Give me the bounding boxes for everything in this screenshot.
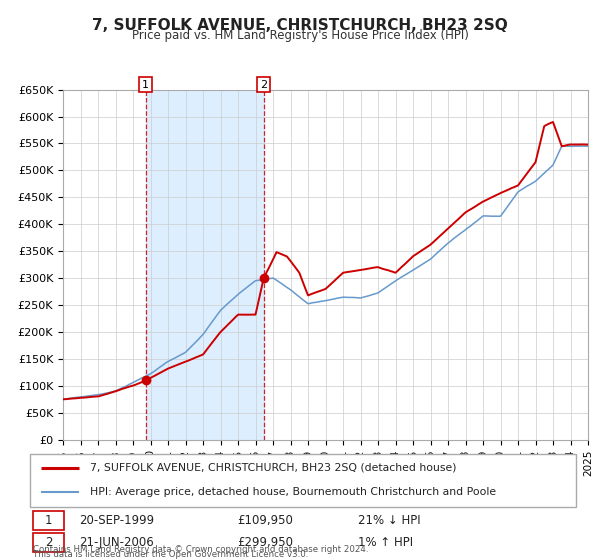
Text: 1% ↑ HPI: 1% ↑ HPI	[358, 536, 413, 549]
Text: This data is licensed under the Open Government Licence v3.0.: This data is licensed under the Open Gov…	[33, 550, 308, 559]
Text: £299,950: £299,950	[238, 536, 293, 549]
Text: 2: 2	[45, 536, 52, 549]
Text: 21-JUN-2006: 21-JUN-2006	[79, 536, 154, 549]
Text: 2: 2	[260, 80, 267, 90]
FancyBboxPatch shape	[33, 533, 64, 552]
Text: 20-SEP-1999: 20-SEP-1999	[79, 514, 154, 527]
Text: Contains HM Land Registry data © Crown copyright and database right 2024.: Contains HM Land Registry data © Crown c…	[33, 544, 368, 553]
Text: 1: 1	[142, 80, 149, 90]
Text: £109,950: £109,950	[238, 514, 293, 527]
Text: HPI: Average price, detached house, Bournemouth Christchurch and Poole: HPI: Average price, detached house, Bour…	[90, 487, 496, 497]
FancyBboxPatch shape	[33, 511, 64, 530]
Text: 1: 1	[45, 514, 52, 527]
Text: 21% ↓ HPI: 21% ↓ HPI	[358, 514, 420, 527]
Bar	[146, 90, 264, 440]
Text: Price paid vs. HM Land Registry's House Price Index (HPI): Price paid vs. HM Land Registry's House …	[131, 29, 469, 42]
Text: 7, SUFFOLK AVENUE, CHRISTCHURCH, BH23 2SQ (detached house): 7, SUFFOLK AVENUE, CHRISTCHURCH, BH23 2S…	[90, 463, 457, 473]
FancyBboxPatch shape	[30, 454, 576, 507]
Text: 7, SUFFOLK AVENUE, CHRISTCHURCH, BH23 2SQ: 7, SUFFOLK AVENUE, CHRISTCHURCH, BH23 2S…	[92, 18, 508, 33]
